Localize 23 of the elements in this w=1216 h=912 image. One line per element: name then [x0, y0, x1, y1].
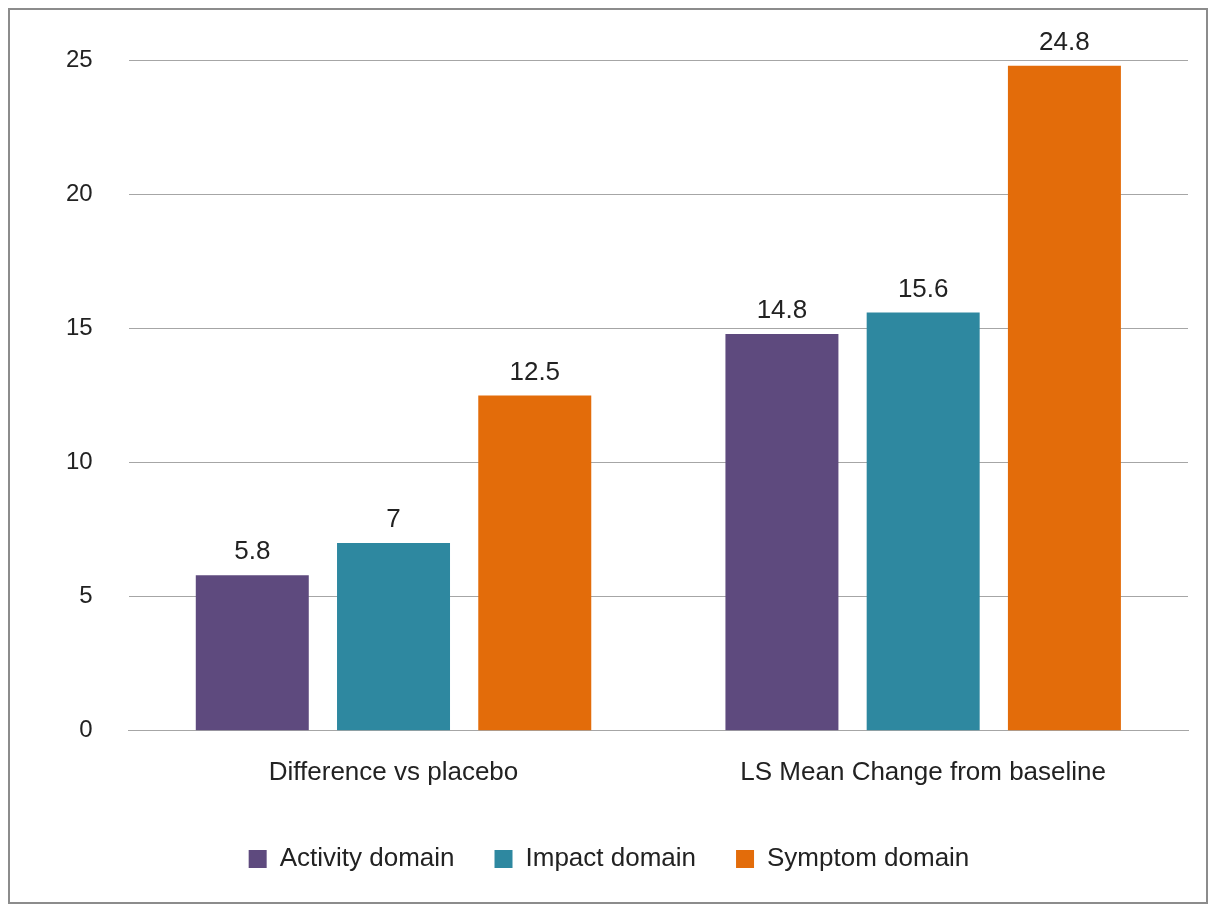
- data-label: 14.8: [756, 294, 808, 325]
- data-label: 15.6: [897, 272, 949, 303]
- bar: [1007, 65, 1121, 731]
- bar: [478, 395, 592, 731]
- y-tick-label: 20: [65, 179, 93, 207]
- legend-label: Activity domain: [279, 842, 455, 873]
- bar: [866, 312, 980, 731]
- data-label: 12.5: [509, 355, 561, 386]
- y-tick-label: 10: [65, 447, 93, 475]
- legend-label: Symptom domain: [767, 842, 970, 873]
- x-tick-label: Difference vs placebo: [268, 755, 519, 786]
- data-label: 24.8: [1039, 25, 1090, 56]
- y-tick-label: 5: [79, 581, 93, 609]
- data-label: 5.8: [234, 535, 271, 566]
- y-tick-label: 25: [65, 45, 93, 73]
- bar: [725, 333, 839, 731]
- data-label: 7: [386, 503, 401, 534]
- x-tick-label: LS Mean Change from baseline: [740, 755, 1107, 786]
- bar: [337, 543, 451, 731]
- legend-label: Impact domain: [525, 842, 697, 873]
- bar: [195, 575, 309, 731]
- y-tick-label: 0: [79, 715, 93, 743]
- y-tick-label: 15: [65, 313, 93, 341]
